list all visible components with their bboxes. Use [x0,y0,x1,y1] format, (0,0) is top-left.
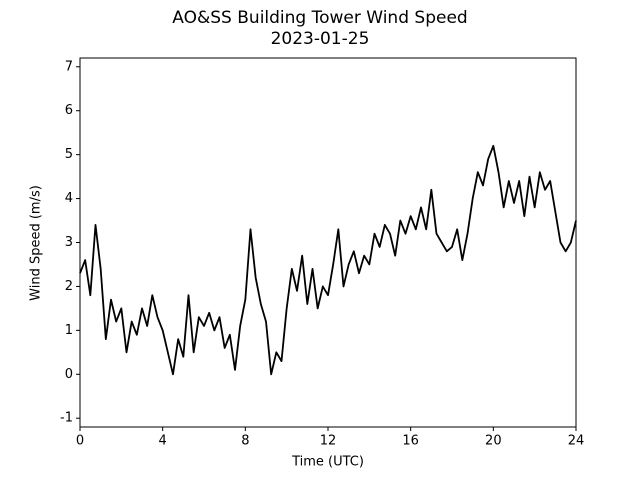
y-tick-label: 6 [65,103,73,118]
x-tick-label: 12 [320,434,337,449]
y-tick-label: 5 [65,147,73,162]
y-tick-label: 1 [65,323,73,338]
x-tick-label: 20 [485,434,502,449]
x-tick-label: 8 [241,434,249,449]
x-tick-label: 4 [159,434,167,449]
y-tick-label: 7 [65,59,73,74]
chart-title: AO&SS Building Tower Wind Speed [172,8,467,28]
x-axis-label: Time (UTC) [291,455,364,470]
x-tick-label: 0 [76,434,84,449]
y-tick-label: 3 [65,235,73,250]
x-tick-label: 24 [568,434,585,449]
data-line [79,144,577,376]
y-tick-label: 2 [65,279,73,294]
y-tick-label: -1 [60,411,73,426]
chart-subtitle: 2023-01-25 [271,29,370,49]
y-tick-label: 0 [65,367,73,382]
x-tick-label: 16 [402,434,419,449]
plot-frame [79,57,577,428]
y-tick-label: 4 [65,191,73,206]
y-axis-label: Wind Speed (m/s) [29,185,44,301]
